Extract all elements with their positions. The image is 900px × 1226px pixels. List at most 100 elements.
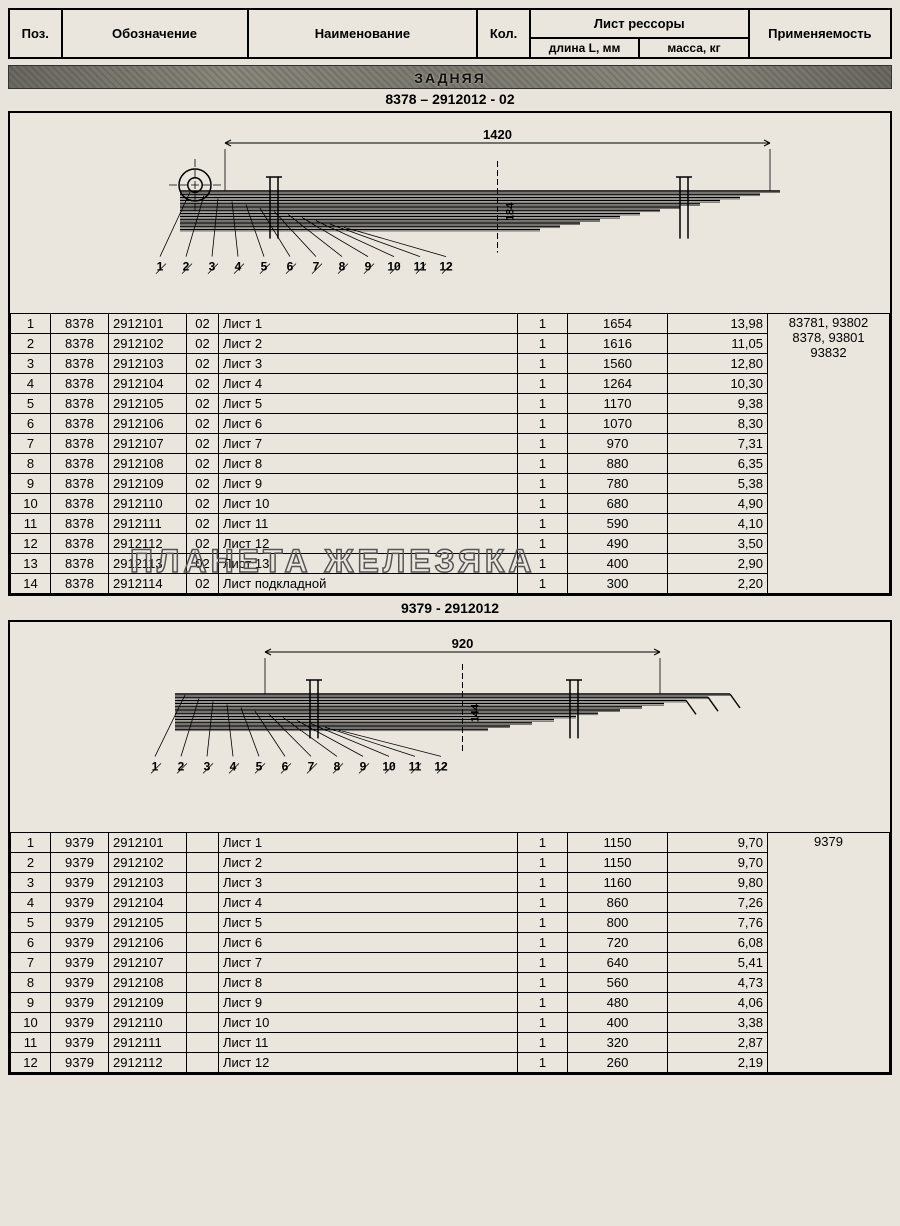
cell: 1: [518, 853, 568, 873]
cell: 12: [11, 534, 51, 554]
cell: 1: [518, 893, 568, 913]
cell: 2912110: [109, 494, 187, 514]
table-row: 893792912108Лист 815604,73: [11, 973, 890, 993]
cell: [187, 873, 219, 893]
cell: [187, 953, 219, 973]
cell: 590: [568, 514, 668, 534]
leaf-spring-diagram-1: 1420184123456789101112: [10, 113, 890, 313]
cell: 1: [518, 574, 568, 594]
cell: 9379: [51, 973, 109, 993]
cell: 10,30: [668, 374, 768, 394]
svg-text:11: 11: [414, 260, 427, 274]
cell: 8378: [51, 314, 109, 334]
cell: 6,08: [668, 933, 768, 953]
table-row: 48378291210402Лист 41126410,30: [11, 374, 890, 394]
cell: 02: [187, 534, 219, 554]
cell: 3: [11, 354, 51, 374]
cell: 2912101: [109, 833, 187, 853]
cell: 7: [11, 953, 51, 973]
cell: [187, 893, 219, 913]
cell: Лист 5: [219, 913, 518, 933]
cell: 8378: [51, 474, 109, 494]
cell: 1616: [568, 334, 668, 354]
cell: 02: [187, 514, 219, 534]
cell: 9379: [51, 853, 109, 873]
cell: [187, 1053, 219, 1073]
cell: 4,10: [668, 514, 768, 534]
cell: Лист 13: [219, 554, 518, 574]
cell: 9,70: [668, 853, 768, 873]
cell: 8378: [51, 574, 109, 594]
cell: 7,31: [668, 434, 768, 454]
cell: 7,76: [668, 913, 768, 933]
svg-text:1420: 1420: [483, 127, 512, 142]
cell: 1: [518, 434, 568, 454]
cell: 02: [187, 354, 219, 374]
section1-title: 8378 – 2912012 - 02: [8, 91, 892, 107]
table-row: 88378291210802Лист 818806,35: [11, 454, 890, 474]
hdr-qty: Кол.: [477, 9, 530, 58]
section1-table: 18378291210102Лист 11165413,9883781, 938…: [10, 313, 890, 594]
cell: 680: [568, 494, 668, 514]
cell: 1: [518, 1013, 568, 1033]
cell: 02: [187, 334, 219, 354]
cell: 1170: [568, 394, 668, 414]
cell: 1: [518, 1033, 568, 1053]
cell: 4: [11, 374, 51, 394]
cell: 02: [187, 394, 219, 414]
cell: 02: [187, 314, 219, 334]
table-row: 28378291210202Лист 21161611,05: [11, 334, 890, 354]
cell: Лист 3: [219, 354, 518, 374]
table-row: 118378291211102Лист 1115904,10: [11, 514, 890, 534]
cell: 2912109: [109, 474, 187, 494]
svg-text:12: 12: [439, 260, 453, 274]
cell: 400: [568, 1013, 668, 1033]
table-row: 138378291211302Лист 1314002,90: [11, 554, 890, 574]
cell: 2912105: [109, 913, 187, 933]
table-row: 1193792912111Лист 1113202,87: [11, 1033, 890, 1053]
cell: 2912102: [109, 334, 187, 354]
cell: 7: [11, 434, 51, 454]
cell: 6: [11, 933, 51, 953]
section2-block: 920144123456789101112 193792912101Лист 1…: [8, 620, 892, 1075]
cell: 7,26: [668, 893, 768, 913]
cell: 9: [11, 474, 51, 494]
cell: 1: [518, 973, 568, 993]
cell: 2,87: [668, 1033, 768, 1053]
cell: 9,80: [668, 873, 768, 893]
cell: Лист 6: [219, 414, 518, 434]
cell: 8378: [51, 414, 109, 434]
svg-text:184: 184: [505, 202, 517, 221]
cell: 2912102: [109, 853, 187, 873]
cell: 8378: [51, 514, 109, 534]
cell: 1150: [568, 833, 668, 853]
table-row: 993792912109Лист 914804,06: [11, 993, 890, 1013]
cell: 11: [11, 1033, 51, 1053]
cell: 02: [187, 554, 219, 574]
svg-text:10: 10: [382, 759, 396, 773]
cell: 1: [518, 933, 568, 953]
table-row: 58378291210502Лист 5111709,38: [11, 394, 890, 414]
cell: 1: [518, 494, 568, 514]
cell: 1: [518, 454, 568, 474]
cell: 9379: [51, 993, 109, 1013]
cell: Лист 8: [219, 454, 518, 474]
svg-text:920: 920: [452, 636, 474, 651]
cell: 02: [187, 454, 219, 474]
cell: 2912104: [109, 893, 187, 913]
cell: 9379: [51, 1053, 109, 1073]
cell: 3,50: [668, 534, 768, 554]
cell: 2: [11, 334, 51, 354]
cell: [187, 853, 219, 873]
cell: Лист 10: [219, 1013, 518, 1033]
cell: 2912107: [109, 434, 187, 454]
cell: 02: [187, 494, 219, 514]
cell: 8,30: [668, 414, 768, 434]
cell: 8378: [51, 554, 109, 574]
cell: 8: [11, 454, 51, 474]
section1-block: 1420184123456789101112 18378291210102Лис…: [8, 111, 892, 596]
cell: 2,19: [668, 1053, 768, 1073]
cell: 300: [568, 574, 668, 594]
cell: 1: [518, 833, 568, 853]
cell: Лист 6: [219, 933, 518, 953]
